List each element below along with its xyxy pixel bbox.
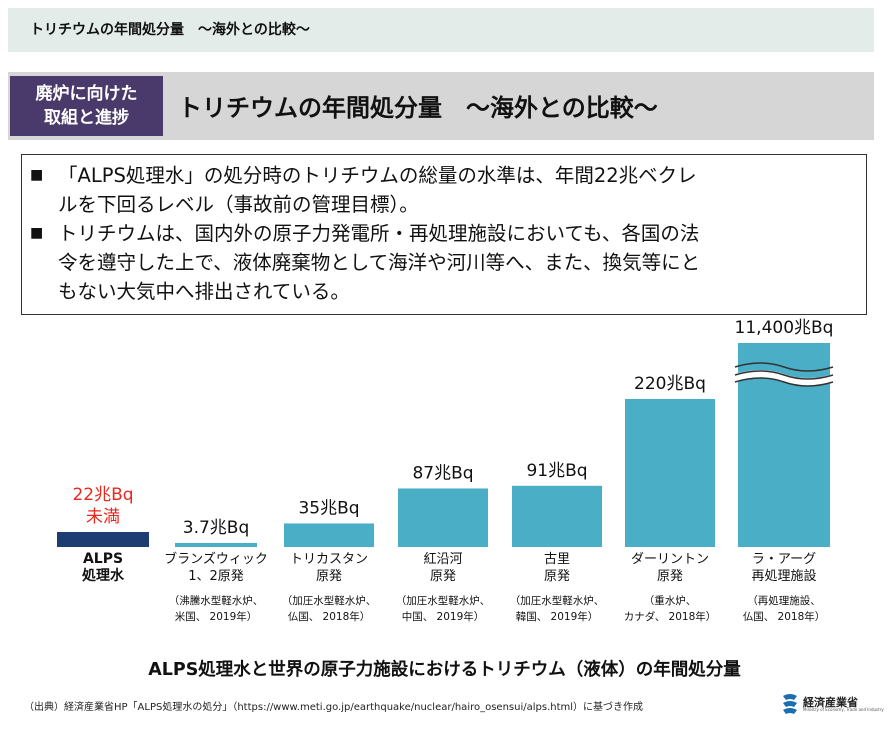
bullet-mark-2: ■ [30,225,44,241]
category-detail-2: 仏国、 2018年） [288,610,371,623]
bar-value-label-0: 未満 [86,507,120,527]
header-tag-line2: 取組と進捗 [44,108,129,128]
axis-break-band [735,370,833,386]
source-note: （出典）経済産業省HP「ALPS処理水の処分」（https://www.meti… [24,702,644,713]
bar-3 [398,488,488,547]
bullet-2-line-2: 令を遵守した上で、液体廃棄物として海洋や河川等へ、また、換気等にと [58,251,701,274]
category-label-5: ダーリントン [631,552,709,567]
bar-5 [625,399,715,547]
category-label-1: ブランズウィック [164,551,268,567]
category-label-2: 原発 [316,569,342,584]
axis-break-line-3 [734,377,834,387]
category-detail-1: （沸騰水型軽水炉、 [169,594,264,607]
category-detail-5: （重水炉、 [644,594,697,607]
category-label-3: 紅沿河 [423,552,462,567]
bar-6 [738,343,830,547]
bar-4 [512,485,602,547]
category-label-6: 再処理施設 [751,568,816,584]
category-detail-6: 仏国、 2018年） [743,610,826,623]
bullet-1-line-1: 「ALPS処理水」の処分時のトリチウムの総量の水準は、年間22兆ベクレ [58,164,697,187]
category-label-6: ラ・アーグ [752,552,816,567]
category-label-2: トリカスタン [290,552,368,567]
meti-logo: 経済産業省 Ministry of Economy, Trade and Ind… [780,692,884,716]
category-label-5: 原発 [657,569,683,584]
bar-value-label-1: 3.7兆Bq [183,518,250,538]
info-box [21,154,867,315]
bar-value-label-2: 35兆Bq [298,498,359,518]
bar-value-label-0: 22兆Bq [72,485,133,505]
category-label-4: 古里 [544,552,570,567]
bar-0 [57,532,149,547]
bullet-mark-1: ■ [30,167,44,183]
category-detail-2: （加圧水型軽水炉、 [282,594,377,607]
category-label-3: 原発 [430,569,456,584]
bullet-1-line-2: ルを下回るレベル（事故前の管理目標）。 [58,193,419,216]
axis-break-line-1 [734,362,834,372]
meti-logo-icon [783,694,797,714]
header-tag: 廃炉に向けた 取組と進捗 [10,76,163,136]
category-label-1: 1、2原発 [188,569,244,584]
bar-value-label-3: 87兆Bq [412,463,473,483]
category-detail-6: （再処理施設、 [747,594,821,607]
logo-text: 経済産業省 [803,696,858,709]
category-detail-4: （加圧水型軽水炉、 [510,594,605,607]
category-detail-3: （加圧水型軽水炉、 [396,594,491,607]
bullet-2-line-1: トリチウムは、国内外の原子力発電所・再処理施設においても、各国の法 [58,222,700,245]
top-bar-title: トリチウムの年間処分量 ～海外との比較～ [30,22,310,38]
logo-subtext: Ministry of Economy, Trade and Industry [803,707,884,712]
category-label-0: 処理水 [81,567,125,584]
bar-2 [284,523,374,547]
bar-value-label-6: 11,400兆Bq [735,318,834,338]
axis-break-line-2 [734,370,834,380]
bar-value-label-4: 91兆Bq [526,461,587,481]
category-label-0: ALPS [83,551,123,567]
category-detail-1: 米国、 2019年） [175,610,258,623]
chart-caption: ALPS処理水と世界の原子力施設におけるトリチウム（液体）の年間処分量 [148,660,741,680]
top-bar: トリチウムの年間処分量 ～海外との比較～ [8,8,874,52]
category-detail-5: カナダ、 2018年） [624,610,717,623]
bar-value-label-5: 220兆Bq [634,374,706,394]
bullet-2-line-3: もない大気中へ排出されている。 [58,280,350,303]
category-label-4: 原発 [544,569,570,584]
header-title: トリチウムの年間処分量 ～海外との比較～ [178,94,658,122]
bar-1 [175,543,257,547]
category-detail-4: 韓国、 2019年） [516,610,599,623]
header-tag-line1: 廃炉に向けた [35,84,138,104]
category-detail-3: 中国、 2019年） [402,610,485,623]
